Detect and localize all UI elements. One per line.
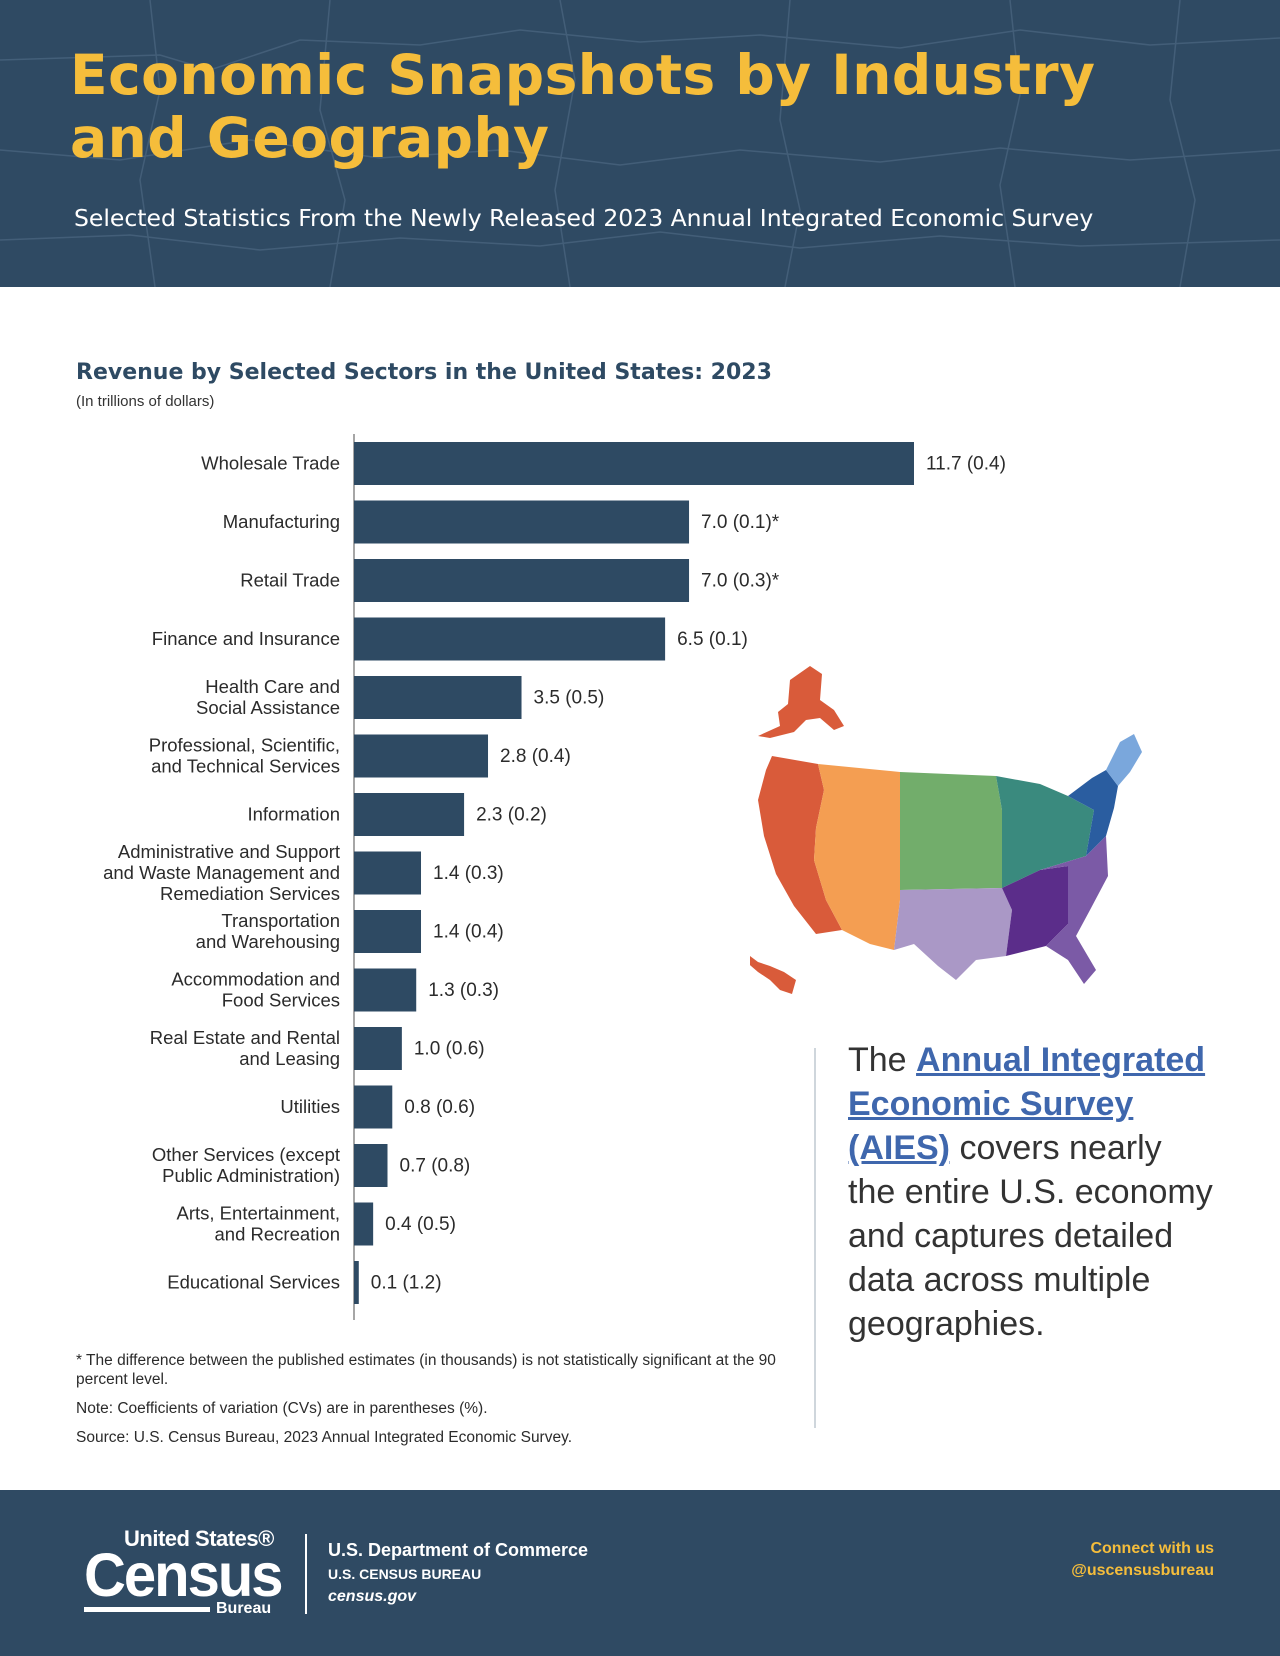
bar-value-label-10: 1.0 (0.6) <box>414 1039 485 1060</box>
category-label-2: Retail Trade <box>240 570 340 591</box>
bar-7 <box>354 851 422 895</box>
map-region-mid-atlantic <box>1068 770 1118 856</box>
bar-4 <box>354 676 522 719</box>
bar-value-label-2: 7.0 (0.3)* <box>701 571 780 592</box>
category-label-9: Accommodation and Food Services <box>171 969 340 1011</box>
category-label-8: Transportation and Warehousing <box>196 910 340 952</box>
category-label-5: Professional, Scientific, and Technical S… <box>149 735 340 777</box>
bar-value-label-1: 7.0 (0.1)* <box>701 512 780 533</box>
bar-9 <box>354 968 417 1012</box>
footer: United States® Census Bureau U.S. Depart… <box>0 1490 1280 1656</box>
bar-14 <box>354 1261 359 1304</box>
bar-value-label-11: 0.8 (0.6) <box>404 1097 475 1118</box>
header-background-map <box>0 0 1280 287</box>
map-region-mountain <box>814 764 900 950</box>
callout-suffix: covers nearly the entire U.S. economy an… <box>848 1129 1213 1343</box>
bar-value-label-14: 0.1 (1.2) <box>371 1273 442 1294</box>
census-logo-bureau: Bureau <box>216 1600 272 1617</box>
category-label-11: Utilities <box>280 1096 340 1117</box>
bar-6 <box>354 793 465 836</box>
map-region-west <box>758 756 842 934</box>
bar-value-label-7: 1.4 (0.3) <box>433 863 504 884</box>
website-link[interactable]: census.gov <box>328 1588 417 1605</box>
bar-value-label-6: 2.3 (0.2) <box>476 805 547 826</box>
category-label-3: Finance and Insurance <box>152 628 340 649</box>
connect-text: Connect with us <box>1090 1540 1214 1557</box>
callout-divider <box>814 1048 816 1428</box>
footnote-text: * The difference between the published e… <box>76 1352 776 1388</box>
bar-1 <box>354 500 690 544</box>
footer-divider <box>305 1534 307 1614</box>
chart-title: Revenue by Selected Sectors in the Unite… <box>76 360 772 385</box>
map-region-deep-south <box>1002 866 1068 956</box>
category-label-4: Health Care and Social Assistance <box>196 676 340 718</box>
bar-12 <box>354 1144 388 1187</box>
bar-3 <box>354 617 666 661</box>
revenue-bar-chart: 11.7 (0.4) Wholesale Trade 7.0 (0.1)* Manuf… <box>103 434 1006 1320</box>
census-logo-top: United States® <box>124 1526 274 1551</box>
callout-prefix: The <box>848 1041 917 1079</box>
census-logo-bar <box>84 1607 210 1612</box>
bar-value-label-3: 6.5 (0.1) <box>677 629 748 650</box>
chart-unit-note: (In trillions of dollars) <box>76 393 215 410</box>
bar-value-label-8: 1.4 (0.4) <box>433 922 504 943</box>
bar-11 <box>354 1085 393 1129</box>
category-label-0: Wholesale Trade <box>201 453 340 474</box>
dept-name: U.S. Department of Commerce <box>328 1540 589 1560</box>
category-label-7: Administrative and Support and Waste Mana… <box>103 841 340 904</box>
bar-value-label-13: 0.4 (0.5) <box>385 1214 456 1235</box>
map-region-south-central <box>894 888 1012 980</box>
social-handle-link[interactable]: @uscensusbureau <box>1071 1562 1214 1579</box>
bar-value-label-5: 2.8 (0.4) <box>500 746 571 767</box>
category-label-1: Manufacturing <box>223 511 340 532</box>
bar-5 <box>354 734 489 778</box>
bar-2 <box>354 559 690 602</box>
aies-link[interactable]: Annual Integrated Economic Survey (AIES) <box>848 1041 1206 1167</box>
bar-value-label-12: 0.7 (0.8) <box>400 1156 471 1177</box>
header-banner: Economic Snapshots by Industry and Geogr… <box>0 0 1280 287</box>
aies-callout: The Annual Integrated Economic Survey (A… <box>848 1038 1218 1346</box>
map-region-new-england <box>1106 734 1142 786</box>
page-title: Economic Snapshots by Industry and Geogr… <box>70 43 1096 170</box>
category-label-10: Real Estate and Rental and Leasing <box>150 1027 340 1069</box>
page-subtitle: Selected Statistics From the Newly Relea… <box>74 204 1094 232</box>
bar-value-label-4: 3.5 (0.5) <box>534 688 605 709</box>
map-region-plains <box>900 772 1002 890</box>
census-logo-wordmark: Census <box>84 1541 284 1610</box>
category-label-6: Information <box>247 804 340 825</box>
bar-0 <box>354 442 914 485</box>
bar-8 <box>354 910 422 953</box>
bar-10 <box>354 1027 402 1070</box>
us-regions-map <box>750 666 1142 994</box>
map-region-southeast <box>1040 836 1108 984</box>
bar-13 <box>354 1202 374 1246</box>
category-label-13: Arts, Entertainment, and Recreation <box>177 1203 340 1245</box>
chart-notes: * The difference between the published e… <box>76 1351 776 1457</box>
bar-value-label-9: 1.3 (0.3) <box>428 980 499 1001</box>
map-region-alaska <box>758 666 844 738</box>
map-region-great-lakes <box>996 776 1094 888</box>
map-region-hawaii <box>750 956 796 994</box>
bar-value-label-0: 11.7 (0.4) <box>926 454 1006 475</box>
category-label-14: Educational Services <box>167 1272 340 1293</box>
category-label-12: Other Services (except Public Administrat… <box>152 1144 340 1186</box>
source-text: Source: U.S. Census Bureau, 2023 Annual … <box>76 1429 572 1446</box>
cv-note-text: Note: Coefficients of variation (CVs) ar… <box>76 1400 488 1417</box>
bureau-name: U.S. CENSUS BUREAU <box>328 1566 482 1582</box>
